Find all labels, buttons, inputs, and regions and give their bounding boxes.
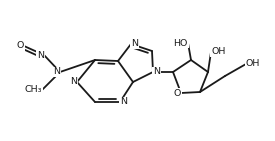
Text: N: N (37, 50, 44, 60)
Text: O: O (174, 89, 181, 97)
Text: N: N (131, 39, 138, 49)
Text: O: O (16, 41, 24, 50)
Text: N: N (70, 78, 77, 86)
Text: N: N (153, 68, 160, 77)
Text: OH: OH (211, 48, 226, 57)
Text: OH: OH (246, 60, 260, 69)
Text: N: N (53, 68, 60, 77)
Text: CH₃: CH₃ (24, 85, 42, 94)
Text: HO: HO (174, 38, 188, 48)
Text: N: N (120, 97, 127, 106)
